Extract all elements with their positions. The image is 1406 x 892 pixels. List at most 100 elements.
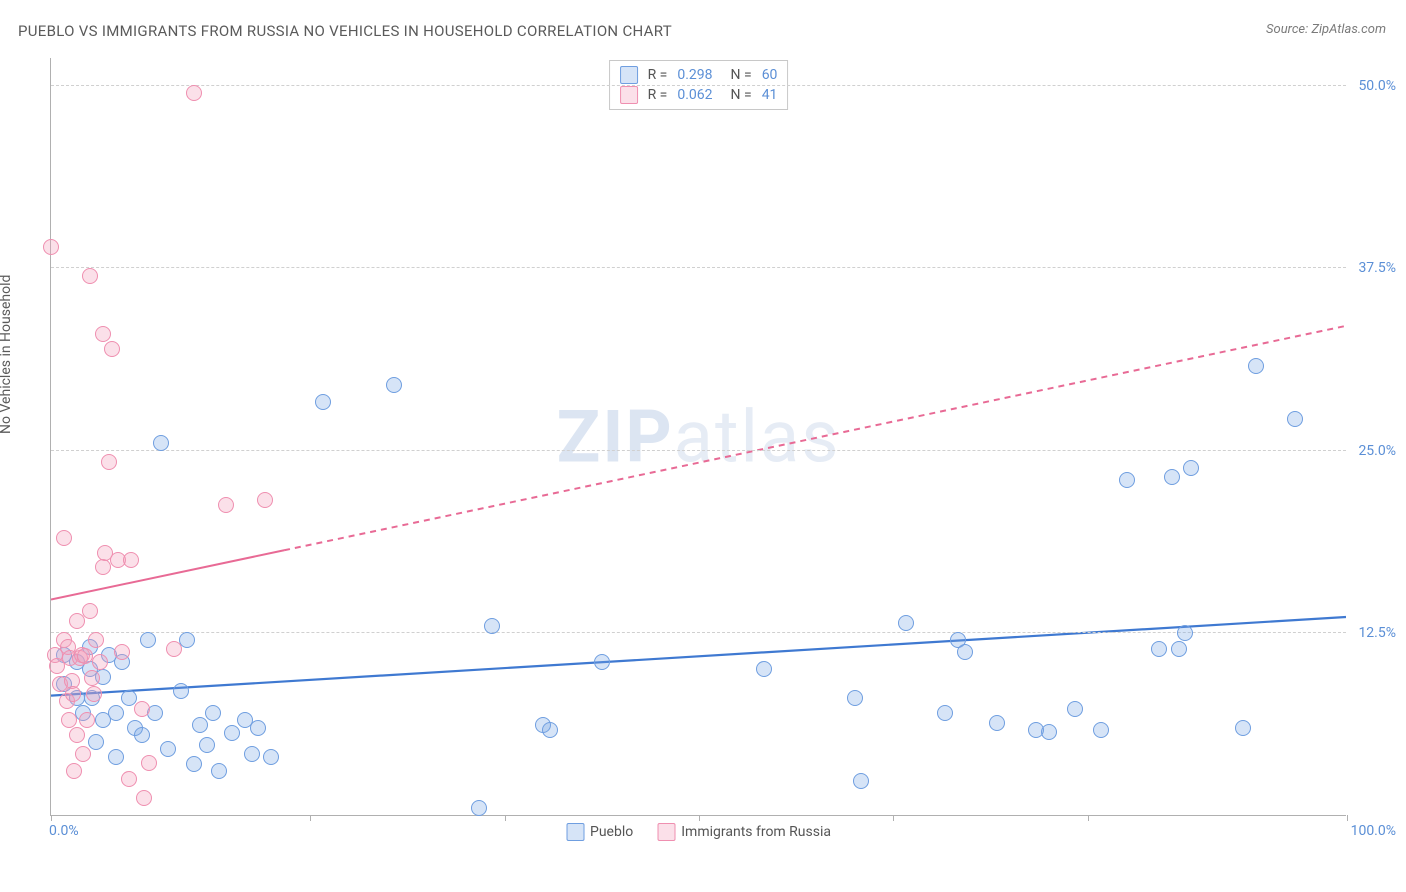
scatter-point xyxy=(263,749,279,765)
trendlines-svg xyxy=(51,58,1346,815)
scatter-point xyxy=(123,552,139,568)
legend-n-value: 41 xyxy=(762,87,778,103)
scatter-point xyxy=(101,454,117,470)
scatter-point xyxy=(65,686,81,702)
source-attribution: Source: ZipAtlas.com xyxy=(1266,22,1386,37)
legend-swatch xyxy=(620,66,638,84)
scatter-point xyxy=(43,239,59,255)
legend-n-prefix: N = xyxy=(731,67,752,83)
legend-r-value: 0.298 xyxy=(677,67,712,83)
scatter-point xyxy=(134,701,150,717)
scatter-point xyxy=(205,705,221,721)
source-label: Source: xyxy=(1266,22,1308,37)
legend-r-value: 0.062 xyxy=(677,87,712,103)
plot-area: ZIPatlas R =0.298N =60R =0.062N =41 Pueb… xyxy=(50,58,1346,816)
scatter-point xyxy=(86,686,102,702)
scatter-point xyxy=(853,773,869,789)
scatter-point xyxy=(1287,411,1303,427)
scatter-point xyxy=(186,756,202,772)
trendline xyxy=(51,617,1346,696)
scatter-point xyxy=(847,690,863,706)
scatter-point xyxy=(199,737,215,753)
legend-swatch xyxy=(566,823,584,841)
scatter-point xyxy=(95,559,111,575)
scatter-point xyxy=(141,755,157,771)
gridline xyxy=(51,632,1346,633)
scatter-point xyxy=(484,618,500,634)
scatter-point xyxy=(104,341,120,357)
scatter-point xyxy=(1248,358,1264,374)
gridline xyxy=(51,267,1346,268)
scatter-point xyxy=(898,615,914,631)
watermark-bold: ZIP xyxy=(557,394,674,479)
legend-swatch xyxy=(657,823,675,841)
legend-series-label: Immigrants from Russia xyxy=(681,824,831,840)
y-tick-label: 12.5% xyxy=(1352,625,1396,641)
legend-r-prefix: R = xyxy=(648,87,668,103)
scatter-point xyxy=(1151,641,1167,657)
scatter-point xyxy=(61,712,77,728)
x-axis-end-label: 100.0% xyxy=(1351,823,1396,839)
scatter-point xyxy=(756,661,772,677)
scatter-point xyxy=(108,705,124,721)
scatter-point xyxy=(257,492,273,508)
legend-n-prefix: N = xyxy=(731,87,752,103)
scatter-point xyxy=(79,712,95,728)
scatter-point xyxy=(92,654,108,670)
scatter-point xyxy=(173,683,189,699)
scatter-point xyxy=(136,790,152,806)
scatter-point xyxy=(166,641,182,657)
scatter-point xyxy=(82,603,98,619)
scatter-point xyxy=(1164,469,1180,485)
scatter-point xyxy=(82,268,98,284)
scatter-point xyxy=(211,763,227,779)
scatter-point xyxy=(244,746,260,762)
scatter-point xyxy=(471,800,487,816)
scatter-point xyxy=(594,654,610,670)
x-tick xyxy=(505,815,506,821)
scatter-point xyxy=(250,720,266,736)
legend-n-value: 60 xyxy=(762,67,778,83)
trendline xyxy=(284,326,1346,550)
scatter-point xyxy=(1235,720,1251,736)
scatter-point xyxy=(386,377,402,393)
scatter-point xyxy=(957,644,973,660)
scatter-point xyxy=(114,644,130,660)
x-tick xyxy=(310,815,311,821)
scatter-point xyxy=(77,648,93,664)
x-tick xyxy=(51,815,52,821)
chart-title: PUEBLO VS IMMIGRANTS FROM RUSSIA NO VEHI… xyxy=(18,22,672,40)
scatter-point xyxy=(1177,625,1193,641)
source-link[interactable]: ZipAtlas.com xyxy=(1311,22,1386,37)
y-tick-label: 37.5% xyxy=(1352,260,1396,276)
y-axis-label: No Vehicles in Household xyxy=(0,275,14,434)
scatter-point xyxy=(69,727,85,743)
scatter-point xyxy=(1171,641,1187,657)
scatter-point xyxy=(160,741,176,757)
x-tick xyxy=(1347,815,1348,821)
scatter-point xyxy=(88,632,104,648)
x-tick xyxy=(699,815,700,821)
scatter-point xyxy=(1183,460,1199,476)
scatter-point xyxy=(66,763,82,779)
scatter-point xyxy=(56,530,72,546)
legend-series-item: Pueblo xyxy=(566,823,633,841)
gridline xyxy=(51,85,1346,86)
scatter-point xyxy=(140,632,156,648)
legend-series: Pueblo Immigrants from Russia xyxy=(566,823,831,841)
scatter-point xyxy=(1093,722,1109,738)
y-tick-label: 25.0% xyxy=(1352,443,1396,459)
scatter-point xyxy=(315,394,331,410)
watermark-rest: atlas xyxy=(674,394,841,479)
legend-series-label: Pueblo xyxy=(590,824,633,840)
scatter-point xyxy=(542,722,558,738)
chart-container: PUEBLO VS IMMIGRANTS FROM RUSSIA NO VEHI… xyxy=(0,0,1406,892)
gridline xyxy=(51,450,1346,451)
legend-r-prefix: R = xyxy=(648,67,668,83)
x-tick xyxy=(893,815,894,821)
scatter-point xyxy=(1119,472,1135,488)
legend-correlation-row: R = 0.298 N = 60 xyxy=(620,65,778,85)
y-tick-label: 50.0% xyxy=(1352,78,1396,94)
scatter-point xyxy=(192,717,208,733)
legend-swatch xyxy=(620,86,638,104)
